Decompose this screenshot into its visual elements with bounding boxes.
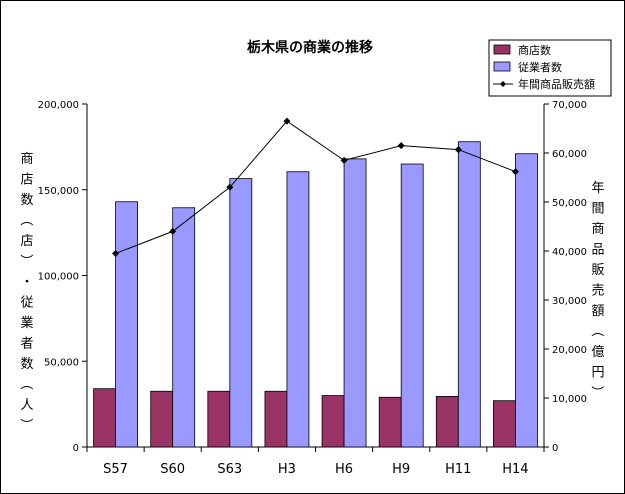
legend-label: 従業者数 [518, 61, 562, 74]
y-axis-label-left-char: ・ [20, 275, 33, 290]
sales-point [511, 168, 519, 176]
bar-stores [150, 390, 174, 448]
bar-stores [264, 390, 288, 448]
legend-line-marker [500, 81, 506, 87]
y-axis-label-right-char: 商 [591, 222, 604, 237]
y-axis-label-left-char: 数 [20, 193, 33, 208]
bar-stores [321, 395, 345, 448]
sales-point [454, 146, 462, 154]
y-axis-label-left-char: 店 [20, 173, 33, 188]
y-axis-label-right-char: （ [589, 324, 604, 337]
y-axis-label-left-char: 数 [20, 357, 33, 372]
chart-title: 栃木県の商業の推移 [247, 39, 373, 56]
y-axis-label-left-char: 従 [20, 296, 33, 311]
sales-point [397, 142, 405, 150]
y-axis-label-right: 年間商品販売額 （ 億円 ） [589, 181, 605, 399]
right-tick-label: 50,000 [552, 198, 587, 209]
right-tick-label: 60,000 [552, 149, 587, 160]
y-axis-label-left-char: 商 [20, 152, 33, 167]
y-axis-label-right-char: 円 [591, 366, 604, 381]
right-tick-label: 70,000 [552, 100, 587, 111]
right-tick-label: 0 [552, 443, 558, 454]
category-label: H9 [392, 462, 410, 477]
left-tick-label: 50,000 [44, 357, 79, 368]
category-label: S57 [103, 462, 128, 477]
sales-line [115, 120, 516, 254]
bar-employees [457, 141, 481, 448]
y-axis-label-right-char: 売 [591, 283, 604, 299]
category-label: S60 [160, 462, 185, 477]
y-axis-label-right-char: 間 [591, 202, 604, 217]
category-label: H3 [278, 462, 296, 477]
y-axis-label-left-char: （ [18, 213, 33, 226]
sales-point [169, 227, 177, 235]
y-axis-label-right-char: 億 [591, 344, 604, 360]
y-axis-label-right-char: 額 [591, 304, 604, 319]
bar-stores [93, 388, 116, 448]
right-tick-label: 10,000 [552, 394, 587, 405]
y-axis-label-right-char: 年 [591, 181, 604, 196]
category-label: S63 [217, 462, 242, 477]
sales-point [226, 183, 234, 191]
bar-stores [378, 396, 402, 448]
bar-employees [400, 163, 424, 448]
left-axis-ticks: 0 50,000 100,000 150,000 200,000 [38, 100, 87, 454]
category-label: H11 [445, 462, 471, 477]
sales-point [112, 249, 120, 257]
bar-employees [172, 207, 196, 448]
bar-stores [493, 400, 516, 448]
y-axis-label-left-char: （ [18, 377, 33, 390]
y-axis-label-left-char: 人 [20, 398, 33, 413]
bar-employees [286, 171, 310, 448]
y-axis-label-left-char: 店 [20, 234, 33, 249]
left-tick-label: 100,000 [38, 272, 79, 283]
y-axis-label-right-char: 品 [591, 243, 604, 258]
right-tick-label: 20,000 [552, 345, 587, 356]
right-tick-label: 30,000 [552, 296, 587, 307]
y-axis-label-right-char: 販 [591, 263, 604, 278]
category-label: H14 [502, 462, 528, 477]
y-axis-label-left-char: 者 [20, 337, 33, 352]
right-axis-ticks: 0 10,000 20,000 30,000 40,000 50,000 60,000 70,… [544, 100, 587, 454]
legend-swatch [493, 61, 511, 72]
category-label: H6 [335, 462, 353, 477]
bars [93, 141, 538, 448]
y-axis-label-left: 商店数（店）・従業者数（人） [18, 152, 34, 431]
y-axis-label-right-char: ） [589, 385, 604, 398]
bar-stores [207, 390, 231, 448]
y-axis-label-left-char: ） [18, 254, 33, 267]
sales-point [340, 156, 348, 164]
left-tick-label: 200,000 [38, 100, 79, 111]
bar-stores [435, 396, 459, 448]
bar-employees [515, 153, 538, 448]
sales-point [283, 117, 291, 125]
left-tick-label: 150,000 [38, 186, 79, 197]
legend-swatch [493, 44, 511, 55]
bar-employees [115, 201, 138, 448]
bar-employees [343, 158, 367, 448]
line-series [112, 117, 519, 257]
y-axis-label-left-char: 業 [20, 315, 33, 331]
legend-label: 商店数 [518, 43, 551, 57]
bar-employees [229, 178, 253, 448]
right-tick-label: 40,000 [552, 247, 587, 258]
category-axis-ticks: S57 S60 S63 H3 H6 H9 H11 H14 [86, 447, 545, 477]
y-axis-label-left-char: ） [18, 418, 33, 431]
left-tick-label: 0 [73, 443, 79, 454]
legend-label: 年間商品販売額 [518, 77, 595, 91]
